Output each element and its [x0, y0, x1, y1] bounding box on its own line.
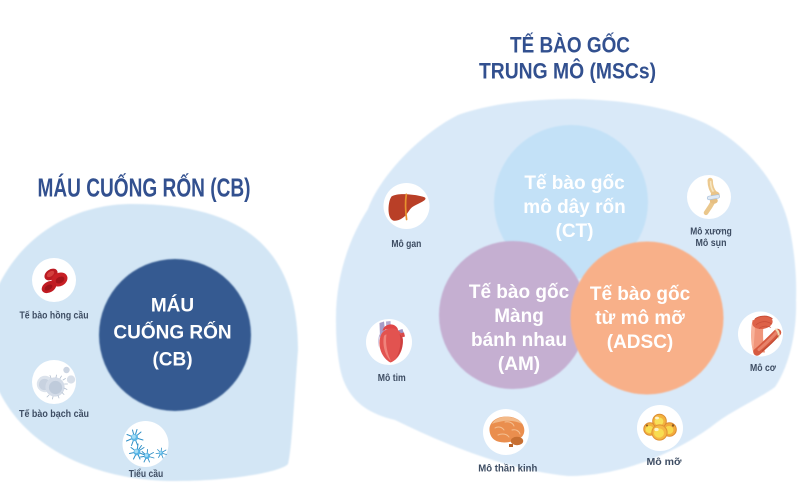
svg-text:(CB): (CB): [152, 350, 192, 371]
svg-text:Mô thần kinh: Mô thần kinh: [478, 463, 537, 475]
svg-text:Tế bào hồng cầu: Tế bào hồng cầu: [20, 310, 89, 322]
svg-text:bánh nhau: bánh nhau: [471, 330, 567, 351]
svg-text:CUỐNG RỐN: CUỐNG RỐN: [113, 322, 231, 344]
svg-text:(ADSC): (ADSC): [607, 332, 674, 353]
svg-text:TRUNG MÔ (MSCs): TRUNG MÔ (MSCs): [479, 58, 656, 83]
svg-text:MÁU CUỐNG RỐN (CB): MÁU CUỐNG RỐN (CB): [38, 173, 251, 203]
svg-text:Mô xương: Mô xương: [690, 227, 732, 238]
svg-text:Mô tim: Mô tim: [378, 373, 406, 384]
svg-text:(AM): (AM): [498, 354, 540, 375]
svg-text:MÁU: MÁU: [151, 295, 194, 317]
svg-text:từ mô mỡ: từ mô mỡ: [595, 308, 685, 329]
svg-text:TẾ BÀO GỐC: TẾ BÀO GỐC: [510, 31, 630, 57]
svg-text:(CT): (CT): [556, 221, 594, 242]
svg-text:Mô cơ: Mô cơ: [750, 363, 777, 374]
svg-text:Mô gan: Mô gan: [391, 239, 421, 250]
svg-text:Tế bào gốc: Tế bào gốc: [469, 282, 570, 303]
svg-text:Màng: Màng: [494, 306, 544, 327]
svg-text:Tế bào gốc: Tế bào gốc: [590, 284, 691, 305]
svg-text:Tiểu cầu: Tiểu cầu: [129, 468, 164, 480]
svg-text:Tế bào bạch cầu: Tế bào bạch cầu: [19, 408, 89, 420]
svg-text:Tế bào gốc: Tế bào gốc: [524, 173, 625, 194]
svg-text:Mô sụn: Mô sụn: [696, 238, 727, 249]
svg-text:mô dây rốn: mô dây rốn: [523, 197, 625, 218]
svg-text:Mô mỡ: Mô mỡ: [647, 457, 683, 468]
